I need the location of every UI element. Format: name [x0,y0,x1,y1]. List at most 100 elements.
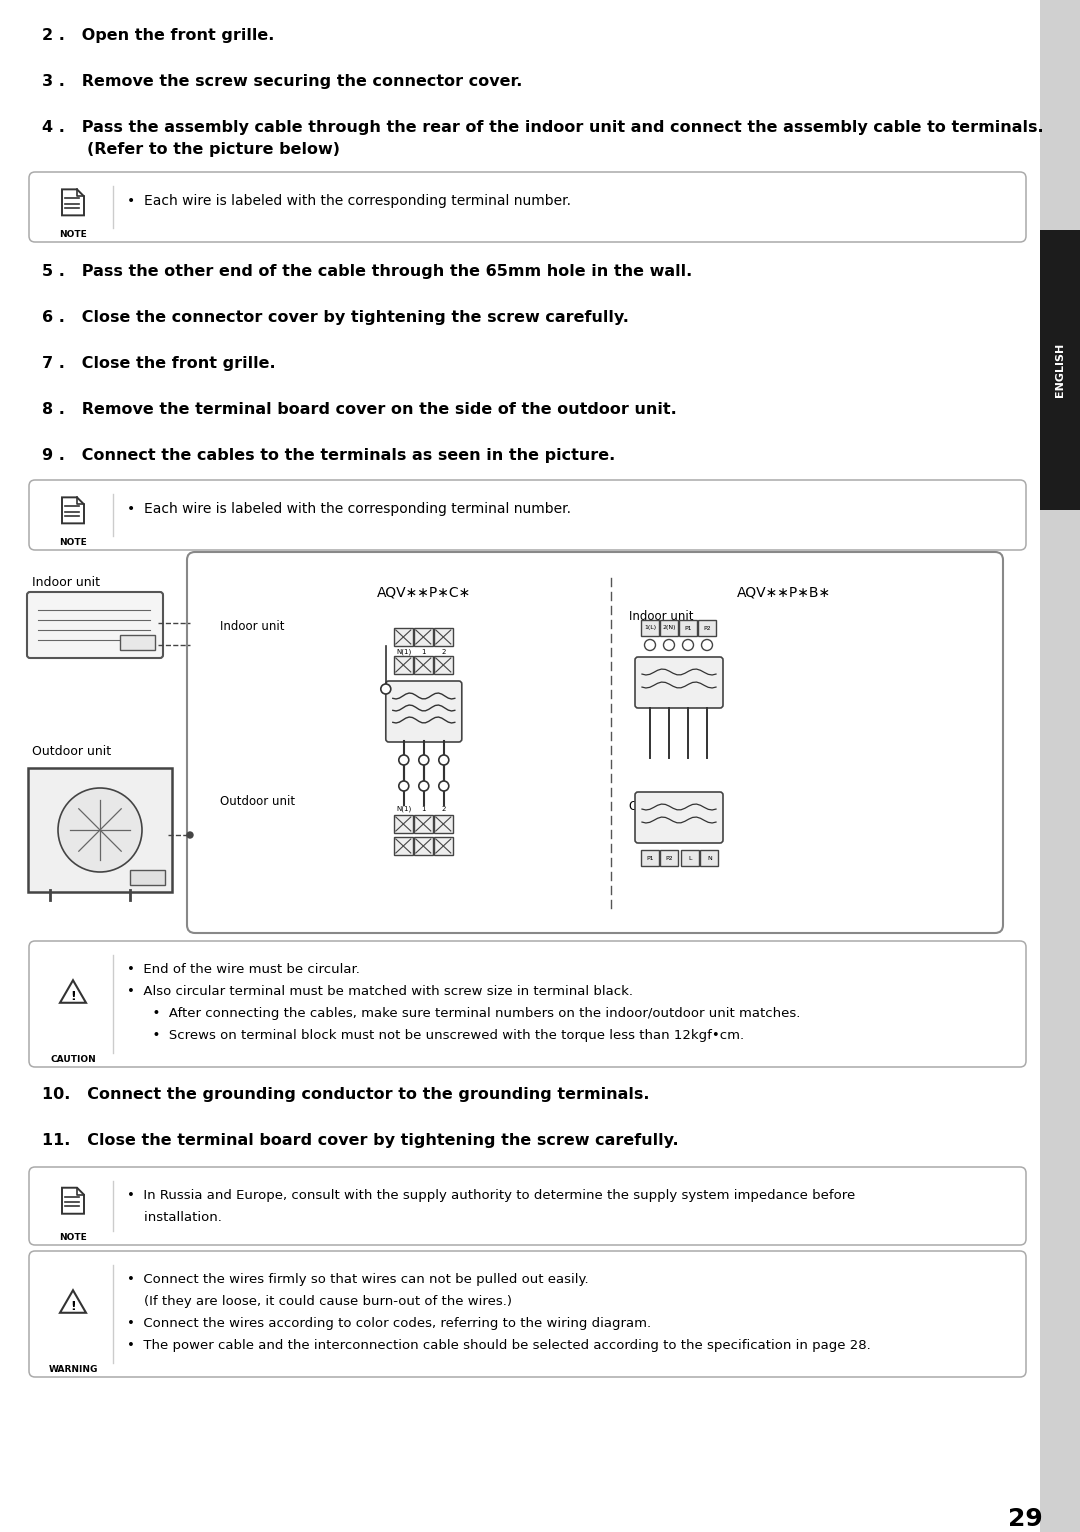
Circle shape [683,639,693,651]
Text: NOTE: NOTE [59,538,86,547]
Text: Outdoor unit: Outdoor unit [32,745,111,758]
FancyBboxPatch shape [394,836,413,855]
Text: 10.   Connect the grounding conductor to the grounding terminals.: 10. Connect the grounding conductor to t… [42,1088,649,1102]
Circle shape [399,755,409,764]
FancyBboxPatch shape [434,628,453,647]
FancyBboxPatch shape [394,656,413,674]
Text: 9 .   Connect the cables to the terminals as seen in the picture.: 9 . Connect the cables to the terminals … [42,447,616,463]
Text: 1: 1 [421,650,426,656]
Text: N: N [707,855,712,861]
Text: 3 .   Remove the screw securing the connector cover.: 3 . Remove the screw securing the connec… [42,74,523,89]
Text: 2: 2 [442,650,446,656]
Circle shape [419,755,429,764]
FancyBboxPatch shape [660,620,678,636]
Circle shape [187,832,193,838]
Text: AQV∗∗P∗B∗: AQV∗∗P∗B∗ [737,587,831,601]
FancyBboxPatch shape [635,657,723,708]
Text: N(1): N(1) [396,806,411,812]
Text: P2: P2 [704,625,712,631]
Text: •  The power cable and the interconnection cable should be selected according to: • The power cable and the interconnectio… [127,1339,870,1353]
FancyBboxPatch shape [414,628,433,647]
Text: NOTE: NOTE [59,230,86,239]
FancyBboxPatch shape [29,1167,1026,1246]
Text: 1: 1 [421,806,426,812]
FancyBboxPatch shape [394,628,413,647]
FancyBboxPatch shape [386,682,462,741]
Polygon shape [60,1290,86,1313]
Text: •  End of the wire must be circular.: • End of the wire must be circular. [127,964,360,976]
Circle shape [645,639,656,651]
Text: (Refer to the picture below): (Refer to the picture below) [42,142,340,156]
Polygon shape [62,498,84,524]
Text: 2 .   Open the front grille.: 2 . Open the front grille. [42,28,274,43]
Text: Indoor unit: Indoor unit [629,610,693,624]
Text: (If they are loose, it could cause burn-out of the wires.): (If they are loose, it could cause burn-… [127,1295,512,1308]
Circle shape [663,639,675,651]
Text: NOTE: NOTE [59,1233,86,1242]
FancyBboxPatch shape [681,850,699,866]
FancyBboxPatch shape [1040,0,1080,1532]
Polygon shape [60,980,86,1003]
Polygon shape [62,190,84,216]
Circle shape [438,781,449,791]
Text: 29: 29 [1008,1507,1042,1530]
Text: ENGLISH: ENGLISH [1055,343,1065,397]
Text: •  Connect the wires firmly so that wires can not be pulled out easily.: • Connect the wires firmly so that wires… [127,1273,589,1285]
Text: •  After connecting the cables, make sure terminal numbers on the indoor/outdoor: • After connecting the cables, make sure… [127,1007,800,1020]
FancyBboxPatch shape [1040,230,1080,510]
FancyBboxPatch shape [120,634,156,650]
Polygon shape [62,1187,84,1213]
Text: 5 .   Pass the other end of the cable through the 65mm hole in the wall.: 5 . Pass the other end of the cable thro… [42,264,692,279]
Text: 2: 2 [442,806,446,812]
Text: Indoor unit: Indoor unit [32,576,100,588]
FancyBboxPatch shape [28,768,172,892]
FancyBboxPatch shape [434,656,453,674]
Text: N(1): N(1) [396,648,411,656]
FancyBboxPatch shape [414,815,433,833]
FancyBboxPatch shape [635,792,723,843]
FancyBboxPatch shape [414,656,433,674]
FancyBboxPatch shape [660,850,678,866]
Text: 8 .   Remove the terminal board cover on the side of the outdoor unit.: 8 . Remove the terminal board cover on t… [42,401,677,417]
Circle shape [381,683,391,694]
Text: 11.   Close the terminal board cover by tightening the screw carefully.: 11. Close the terminal board cover by ti… [42,1134,678,1147]
FancyBboxPatch shape [414,836,433,855]
FancyBboxPatch shape [29,480,1026,550]
Circle shape [419,781,429,791]
Text: Outdoor unit: Outdoor unit [220,795,295,807]
FancyBboxPatch shape [394,815,413,833]
Text: !: ! [70,1299,76,1313]
Text: P2: P2 [665,855,673,861]
Text: •  Each wire is labeled with the corresponding terminal number.: • Each wire is labeled with the correspo… [127,195,571,208]
Text: installation.: installation. [127,1210,221,1224]
Text: P1: P1 [685,625,692,631]
Text: •  Connect the wires according to color codes, referring to the wiring diagram.: • Connect the wires according to color c… [127,1318,651,1330]
FancyBboxPatch shape [679,620,697,636]
Circle shape [702,639,713,651]
Text: 4 .   Pass the assembly cable through the rear of the indoor unit and connect th: 4 . Pass the assembly cable through the … [42,119,1043,135]
FancyBboxPatch shape [29,941,1026,1066]
FancyBboxPatch shape [29,172,1026,242]
Text: 6 .   Close the connector cover by tightening the screw carefully.: 6 . Close the connector cover by tighten… [42,309,629,325]
FancyBboxPatch shape [29,1252,1026,1377]
Circle shape [399,781,409,791]
Text: Outdoor unit: Outdoor unit [629,800,704,813]
Text: !: ! [70,990,76,1002]
Text: WARNING: WARNING [49,1365,97,1374]
FancyBboxPatch shape [642,850,659,866]
FancyBboxPatch shape [187,552,1003,933]
FancyBboxPatch shape [27,591,163,659]
FancyBboxPatch shape [642,620,659,636]
Text: •  Screws on terminal block must not be unscrewed with the torque less than 12kg: • Screws on terminal block must not be u… [127,1030,744,1042]
FancyBboxPatch shape [698,620,716,636]
Text: AQV∗∗P∗C∗: AQV∗∗P∗C∗ [377,587,471,601]
FancyBboxPatch shape [434,836,453,855]
Text: •  Also circular terminal must be matched with screw size in terminal black.: • Also circular terminal must be matched… [127,985,633,997]
Circle shape [58,787,141,872]
Text: CAUTION: CAUTION [50,1056,96,1065]
Text: P1: P1 [647,855,654,861]
Text: 1(L): 1(L) [645,625,657,631]
FancyBboxPatch shape [700,850,718,866]
Text: L: L [689,855,692,861]
FancyBboxPatch shape [130,870,165,885]
